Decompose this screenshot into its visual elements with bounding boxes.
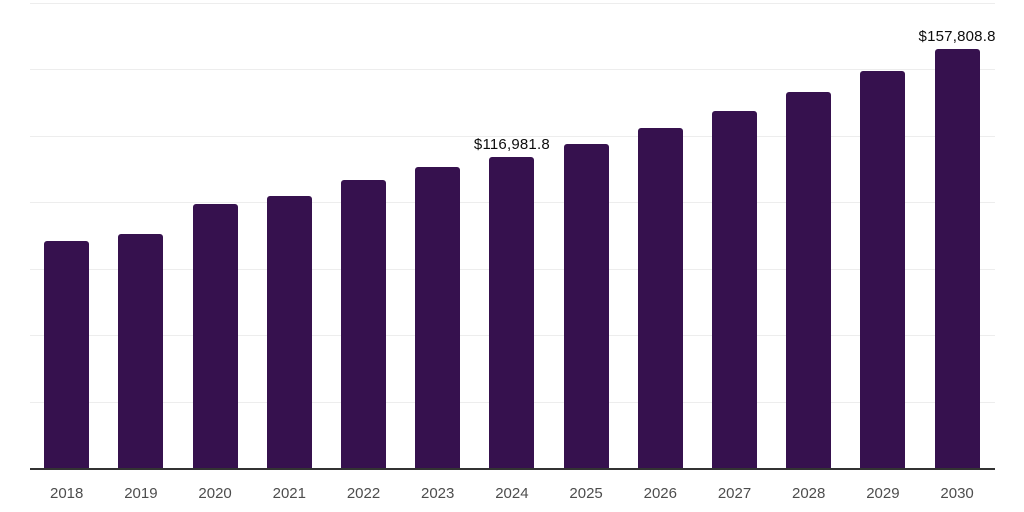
bar-2023 bbox=[415, 166, 461, 468]
x-tick-2026: 2026 bbox=[643, 485, 677, 502]
bar-2027 bbox=[712, 111, 757, 468]
x-tick-2018: 2018 bbox=[50, 485, 84, 502]
x-tick-2021: 2021 bbox=[272, 485, 306, 502]
bar-2022 bbox=[341, 179, 386, 468]
gridline-150000 bbox=[30, 69, 995, 71]
data-label-2030: $157,808.8 bbox=[918, 27, 996, 45]
bar-2021 bbox=[266, 196, 312, 468]
x-tick-2027: 2027 bbox=[717, 485, 752, 502]
x-axis-line bbox=[30, 468, 995, 470]
data-label-2024: $116,981.8 bbox=[473, 136, 550, 154]
bar-2026 bbox=[637, 127, 683, 468]
bar-2028 bbox=[786, 91, 832, 468]
x-tick-2030: 2030 bbox=[940, 485, 974, 502]
bar-2029 bbox=[860, 70, 906, 468]
bar-2030 bbox=[934, 48, 980, 468]
x-tick-2028: 2028 bbox=[792, 485, 826, 502]
x-tick-2029: 2029 bbox=[866, 485, 900, 502]
x-tick-2023: 2023 bbox=[421, 485, 455, 502]
gridline-175000 bbox=[30, 3, 995, 4]
x-tick-2024: 2024 bbox=[495, 485, 529, 502]
bar-2025 bbox=[563, 143, 609, 468]
bar-2020 bbox=[192, 204, 238, 468]
bar-2019 bbox=[118, 234, 164, 468]
x-tick-2022: 2022 bbox=[346, 485, 381, 502]
x-tick-2025: 2025 bbox=[569, 485, 603, 502]
x-tick-2020: 2020 bbox=[198, 485, 232, 502]
bar-2024 bbox=[489, 157, 535, 468]
gridline-125000 bbox=[30, 135, 995, 137]
x-tick-2019: 2019 bbox=[124, 485, 158, 502]
bar-2018 bbox=[44, 240, 90, 468]
